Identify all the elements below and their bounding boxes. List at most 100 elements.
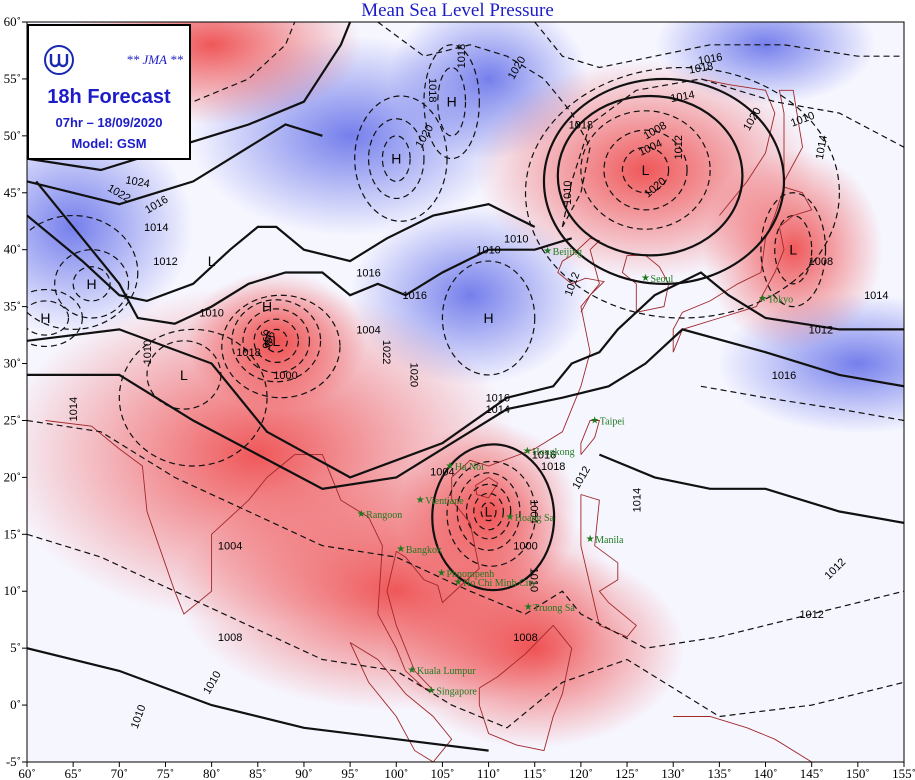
city-label: Singapore: [436, 686, 477, 697]
jma-logo-icon: [44, 36, 85, 81]
isobar: [354, 95, 448, 222]
valid-time: 07hr – 18/09/2020: [55, 115, 163, 130]
lon-tick-label: 150˚: [846, 766, 870, 780]
isobar: [377, 22, 591, 228]
city-star-icon: ★: [590, 415, 599, 426]
city-label: Ho Chi Minh City: [463, 578, 536, 589]
city-markers: ★ Beijing★ Seoul★ Tokyo★ Taipei★ Hongkong★ Ha …: [357, 246, 793, 697]
isobar: [118, 328, 268, 467]
city-label: Ha Noi: [455, 462, 484, 473]
coastline: [45, 249, 600, 692]
isobar: [242, 308, 311, 374]
isobar: [27, 271, 904, 479]
isobar: [27, 419, 904, 649]
city-label: Beijing: [553, 247, 582, 258]
high-center-marker: H: [87, 276, 97, 292]
isobar: [72, 266, 111, 302]
low-pressure-shading: [703, 149, 884, 350]
city-star-icon: ★: [407, 665, 416, 676]
city-label: Rangoon: [366, 510, 402, 521]
lat-tick-label: 5˚: [10, 640, 21, 655]
isobar-label: 1018: [236, 347, 260, 359]
lon-tick-label: 105˚: [430, 766, 454, 780]
isobar: [431, 443, 556, 592]
isobar-label: 1016: [486, 393, 510, 405]
isobar: [580, 110, 711, 230]
low-center-marker: L: [208, 253, 216, 269]
isobar-label: 1014: [670, 89, 696, 105]
city-star-icon: ★: [357, 509, 366, 520]
isobar: [760, 192, 827, 308]
isobar-label: 1010: [528, 568, 540, 592]
isobar: [465, 483, 512, 540]
isobar-label: 1016: [697, 51, 723, 67]
isobar: [556, 94, 744, 257]
coastlines: [45, 78, 813, 762]
isobar: [27, 300, 70, 336]
lon-tick-label: 60˚: [18, 766, 35, 780]
isobar-label: 1018: [569, 119, 593, 131]
isobar-label: 1014: [144, 222, 168, 234]
isobar-label: 1024: [125, 174, 151, 190]
isobar: [561, 78, 904, 228]
lat-tick-label: 20˚: [4, 469, 21, 484]
lon-tick-label: 95˚: [341, 766, 358, 780]
isobar-label: 1010: [142, 340, 154, 364]
lon-tick-label: 145˚: [800, 766, 824, 780]
forecast-hour: 18h Forecast: [47, 86, 171, 108]
coastline: [700, 78, 776, 216]
isobar: [524, 66, 840, 319]
isobar-label: 1014: [486, 404, 510, 416]
isobar: [542, 77, 786, 285]
isobar: [264, 328, 288, 353]
low-center-marker: L: [789, 242, 797, 258]
city-label: Kuala Lumpur: [417, 666, 476, 677]
isobar: [534, 22, 904, 69]
high-center-marker: H: [262, 299, 272, 315]
isobar-label: 1004: [356, 324, 380, 336]
high-center-marker: H: [40, 310, 50, 326]
isobar: [480, 501, 497, 522]
lon-tick-label: 90˚: [295, 766, 312, 780]
map-frame: [26, 21, 905, 763]
isobar-label: 1000: [273, 370, 297, 382]
city-label: Hoang Sa: [515, 513, 555, 524]
isobar: [27, 203, 536, 303]
isobar: [27, 22, 352, 172]
isobar: [35, 180, 573, 325]
low-center-marker: L: [272, 333, 280, 349]
city-star-icon: ★: [505, 512, 514, 523]
city-label: Phnompenh: [446, 569, 494, 580]
city-star-icon: ★: [427, 685, 436, 696]
isobar-label: 1016: [532, 450, 556, 462]
isobar-label: 1004: [218, 541, 242, 553]
isobar: [446, 460, 537, 567]
city-star-icon: ★: [416, 495, 425, 506]
isobar: [423, 44, 480, 160]
isobar: [381, 135, 411, 182]
isobar-label: 1016: [402, 290, 426, 302]
lon-tick-label: 65˚: [64, 766, 81, 780]
isobar: [27, 328, 904, 490]
isobar: [774, 214, 813, 285]
low-center-marker: L: [180, 367, 188, 383]
isobar: [437, 66, 467, 137]
city-label: Taipei: [600, 416, 625, 427]
isobar: [27, 288, 83, 348]
city-label: Manila: [595, 535, 624, 546]
low-pressure-shading: [384, 548, 685, 749]
longitude-axis: 60˚ 65˚ 70˚ 75˚ 80˚ 85˚ 90˚ 95˚ 100˚ 105˚ 110˚ 115˚…: [18, 762, 915, 780]
lon-tick-label: 125˚: [615, 766, 639, 780]
isobar-label: 1010: [476, 245, 500, 257]
lon-tick-label: 100˚: [384, 766, 408, 780]
isobar-label: 1018: [426, 78, 438, 102]
isobar-label: 1008: [809, 256, 833, 268]
isobar: [441, 260, 536, 376]
lat-tick-label: 35˚: [4, 299, 21, 314]
isobar-label: 1000: [513, 541, 537, 553]
isobar: [456, 472, 521, 551]
lat-tick-label: 0˚: [10, 697, 21, 712]
isobar-label: 1016: [356, 267, 380, 279]
high-center-marker: H: [484, 310, 494, 326]
